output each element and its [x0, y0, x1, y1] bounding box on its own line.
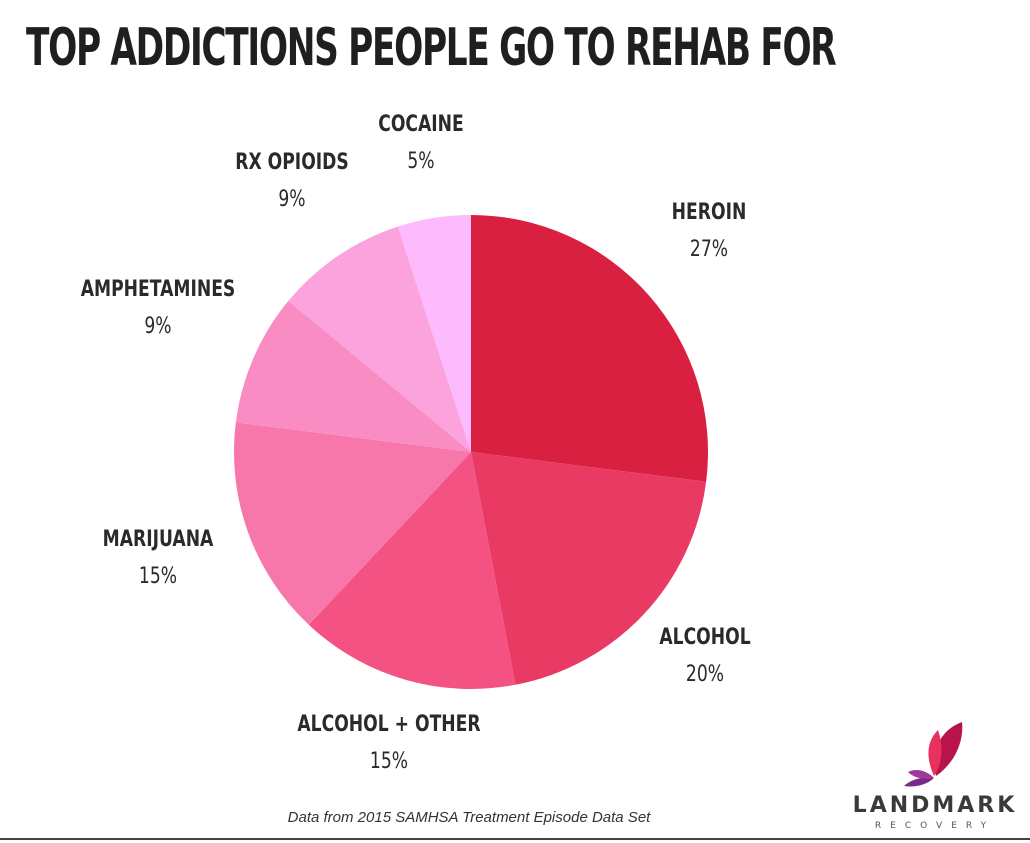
slice-label: COCAINE 5%: [366, 112, 476, 175]
slice-label-name: COCAINE: [378, 112, 464, 137]
slice-label-percent: 20%: [685, 662, 725, 688]
slice-label: MARIJUANA 15%: [87, 527, 229, 590]
slice-label: HEROIN 27%: [661, 200, 757, 263]
slice-label-percent: 9%: [278, 187, 306, 213]
pie-slice-rx-opioids: [288, 226, 471, 452]
slice-label-percent: 27%: [689, 237, 729, 263]
slice-label: AMPHETAMINES 9%: [59, 277, 257, 340]
bottom-rule: [0, 838, 1030, 840]
butterfly-icon: [904, 722, 963, 787]
slice-label-name: ALCOHOL: [659, 625, 751, 650]
source-note: Data from 2015 SAMHSA Treatment Episode …: [287, 809, 651, 826]
pie-slice-amphetamines: [235, 300, 471, 452]
slice-label-name: AMPHETAMINES: [80, 277, 236, 302]
slice-label-name: ALCOHOL + OTHER: [297, 712, 481, 737]
slice-label-name: MARIJUANA: [102, 527, 214, 552]
slice-label-percent: 9%: [144, 314, 172, 340]
chart-title: TOP ADDICTIONS PEOPLE GO TO REHAB FOR: [26, 18, 837, 78]
pie-slice-marijuana: [234, 422, 471, 625]
slice-label: ALCOHOL + OTHER 15%: [272, 712, 507, 775]
slice-label-percent: 15%: [369, 749, 409, 775]
pie-slice-heroin: [471, 215, 708, 482]
slice-label-percent: 15%: [138, 564, 178, 590]
logo-name: LANDMARK: [852, 793, 1018, 818]
logo-subtitle: RECOVERY: [874, 821, 996, 831]
slice-label-name: HEROIN: [671, 200, 747, 225]
pie-slice-alcohol: [471, 452, 707, 685]
slice-label: ALCOHOL 20%: [646, 625, 763, 688]
slice-label: RX OPIOIDS 9%: [219, 150, 365, 213]
slice-label-percent: 5%: [407, 149, 435, 175]
pie-slice-alcohol-other: [308, 452, 516, 689]
brand-logo: LANDMARK RECOVERY: [845, 718, 1025, 833]
pie-slice-cocaine: [397, 215, 471, 452]
slice-label-name: RX OPIOIDS: [235, 150, 349, 175]
